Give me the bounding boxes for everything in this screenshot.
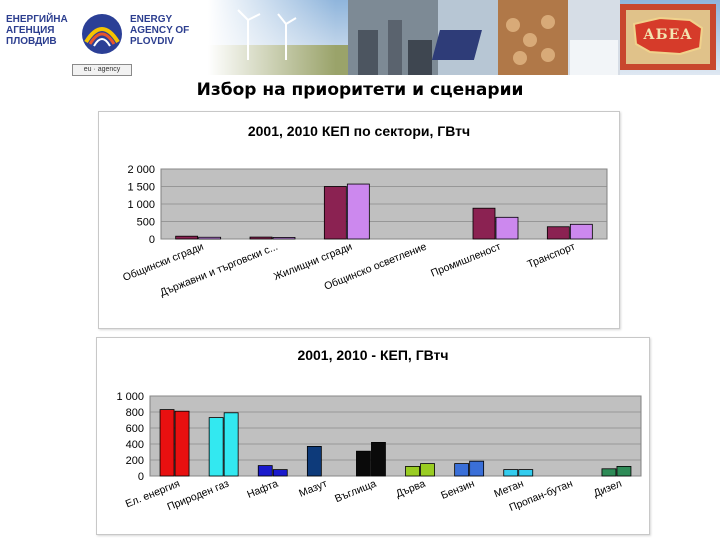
bar (616, 465, 632, 477)
bar (601, 468, 617, 477)
y-tick-label: 200 (126, 455, 144, 467)
chart-panel-sectors: 2001, 2010 КЕП по сектори, ГВтч 0 500 1 000… (98, 111, 620, 329)
page-title: Избор на приоритети и сценарии (196, 80, 524, 100)
abea-logo-text: АБЕА (643, 27, 693, 43)
y-tick-label: 2 000 (127, 164, 155, 176)
fuels-bar-chart: 2001, 2010 - КЕП, ГВтч 0 200 400 600 800 1 000… (116, 347, 642, 514)
bar (420, 463, 435, 477)
bar (569, 223, 593, 240)
y-tick-label: 0 (138, 471, 144, 483)
chart-title: 2001, 2010 - КЕП, ГВтч (297, 347, 448, 363)
bar (469, 460, 485, 477)
y-tick-label: 600 (126, 423, 144, 435)
x-tick-label: Дърва (394, 478, 427, 501)
bar (249, 236, 273, 240)
chart-title: 2001, 2010 КЕП по сектори, ГВтч (248, 123, 470, 139)
x-tick-label: Дизел (592, 478, 624, 500)
bar (272, 237, 296, 240)
page-header: ЕНЕРГИЙНА АГЕНЦИЯ ПЛОВДИВ ENERGY AGENCY … (0, 0, 720, 76)
sectors-bar-chart: 2001, 2010 КЕП по сектори, ГВтч 0 500 1 000… (121, 123, 608, 299)
bar (174, 410, 190, 477)
plot-area (149, 395, 642, 477)
bar (495, 216, 519, 240)
y-tick-label: 500 (137, 217, 155, 229)
bar (503, 469, 519, 477)
logo-text-english: ENERGY AGENCY OF PLOVDIV (130, 14, 190, 47)
logo-text-bulgarian: ЕНЕРГИЙНА АГЕНЦИЯ ПЛОВДИВ (6, 14, 68, 47)
y-tick-label: 400 (126, 439, 144, 451)
bar (546, 226, 570, 240)
x-tick-label: Нафта (245, 478, 280, 501)
bar (405, 465, 420, 477)
energy-agency-plovdiv-logo[interactable]: ЕНЕРГИЙНА АГЕНЦИЯ ПЛОВДИВ ENERGY AGENCY … (0, 6, 200, 76)
bar (454, 463, 470, 477)
x-tick-label: Въглища (333, 478, 378, 506)
abea-logo[interactable]: АБЕА (630, 14, 706, 58)
bulgaria-map-icon (632, 16, 704, 56)
x-tick-label: Мазут (297, 478, 329, 500)
bar (472, 207, 496, 240)
bar (272, 469, 288, 477)
y-tick-label: 1 500 (127, 182, 155, 194)
y-tick-label: 800 (126, 407, 144, 419)
y-tick-label: 1 000 (116, 391, 144, 403)
x-tick-label: Транспорт (526, 241, 577, 271)
y-tick-label: 0 (149, 234, 155, 246)
bar (346, 183, 370, 240)
bar (356, 450, 371, 477)
chart-panel-fuels: 2001, 2010 - КЕП, ГВтч 0 200 400 600 800 1 000… (96, 337, 650, 535)
bar (306, 446, 322, 477)
x-tick-label: Бензин (439, 478, 476, 502)
eu-badge: eu · agency (72, 64, 132, 76)
bar (208, 417, 224, 477)
x-tick-label: Промишленост (429, 241, 503, 280)
x-tick-label: Държавни и търговски с... (158, 241, 279, 299)
bar (223, 412, 239, 477)
agency-emblem-icon (82, 14, 122, 54)
bar (159, 409, 175, 477)
y-tick-label: 1 000 (127, 199, 155, 211)
bar (257, 465, 273, 477)
bar (175, 235, 199, 240)
bar (371, 442, 386, 477)
bar (518, 469, 534, 477)
bar (198, 236, 222, 240)
bar (323, 186, 347, 240)
